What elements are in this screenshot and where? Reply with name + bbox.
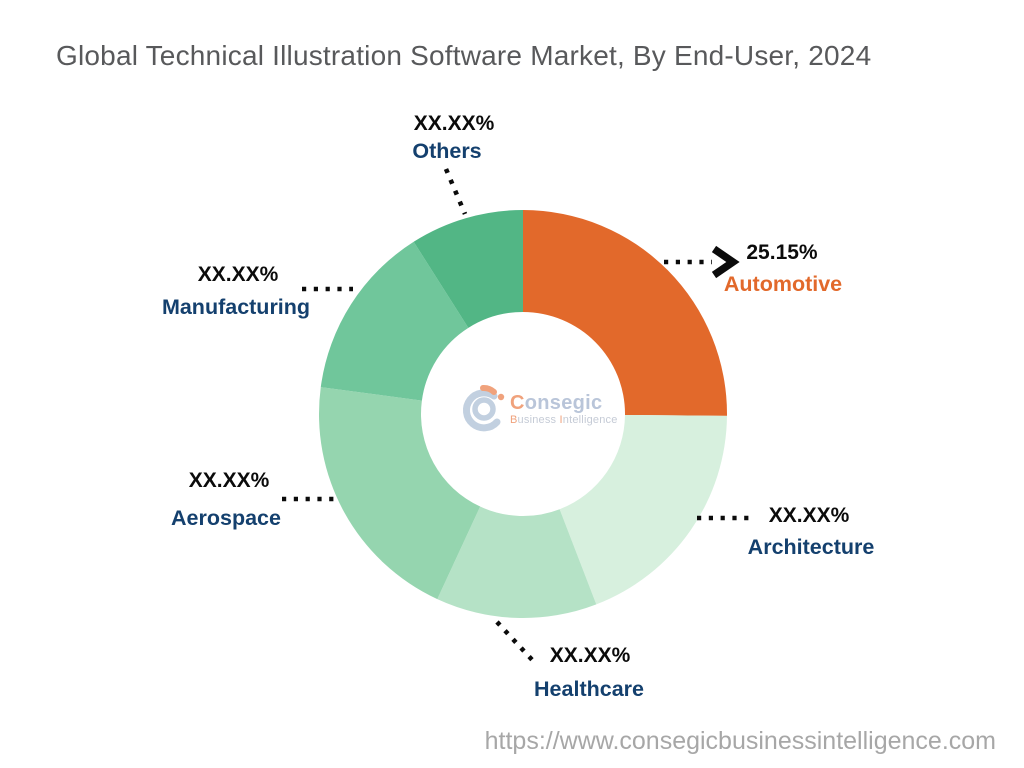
automotive-name-label: Automotive (723, 272, 843, 296)
others-value-label: XX.XX% (413, 112, 495, 135)
logo-subtitle: Business Intelligence (510, 413, 618, 426)
website-url[interactable]: https://www.consegicbusinessintelligence… (484, 727, 996, 755)
automotive-value-label: 25.15% (746, 241, 818, 264)
consegic-logo: Consegic Business Intelligence (459, 383, 618, 437)
architecture-value-label: XX.XX% (768, 504, 850, 527)
leader-line-healthcare (495, 620, 537, 665)
leader-line-others (443, 168, 468, 215)
manufacturing-value-label: XX.XX% (197, 263, 279, 286)
aerospace-name-label: Aerospace (171, 506, 281, 530)
slice-aerospace (318, 387, 481, 600)
logo-name: Consegic (510, 391, 603, 414)
others-name-label: Others (412, 139, 482, 163)
consegic-logo-icon (463, 385, 505, 432)
slice-others (413, 210, 523, 328)
chart-title: Global Technical Illustration Software M… (56, 40, 872, 71)
healthcare-name-label: Healthcare (534, 677, 644, 701)
healthcare-value-label: XX.XX% (549, 644, 631, 667)
consegic-logo-text: Consegic Business Intelligence (510, 391, 618, 427)
donut-slices (318, 210, 727, 619)
architecture-name-label: Architecture (747, 535, 875, 559)
leader-lines (282, 168, 753, 665)
aerospace-value-label: XX.XX% (188, 469, 270, 492)
manufacturing-name-label: Manufacturing (161, 295, 311, 319)
slice-manufacturing (320, 241, 469, 401)
slice-architecture (559, 414, 727, 605)
slice-healthcare (437, 506, 597, 619)
slice-automotive (523, 210, 727, 416)
arrow-icon (711, 245, 740, 279)
